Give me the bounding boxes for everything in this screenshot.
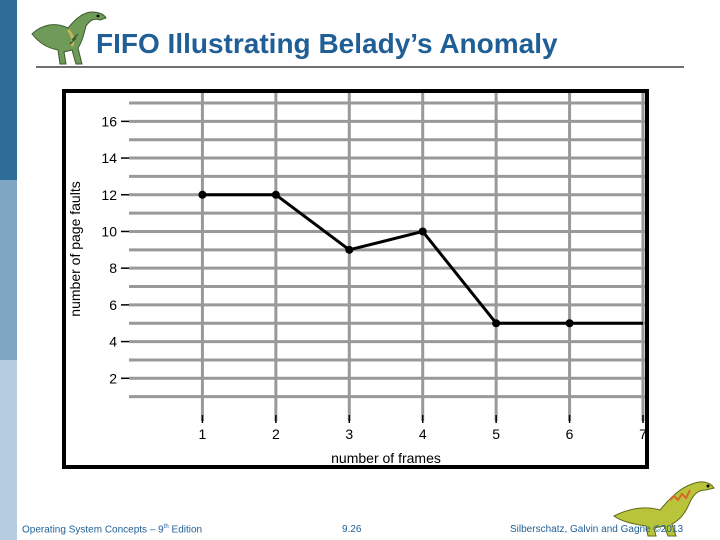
footer-edition-superscript: th	[163, 524, 169, 530]
data-point	[271, 190, 280, 199]
data-point	[418, 227, 427, 236]
dinosaur-icon	[613, 481, 715, 537]
x-tick-label: 5	[492, 426, 500, 442]
y-tick-label: 2	[109, 370, 117, 386]
footer-copyright: Silberschatz, Galvin and Gagne ©2013	[510, 524, 684, 535]
footer-edition-word: Edition	[168, 524, 203, 536]
x-tick-label: 2	[272, 426, 280, 442]
slide-title: FIFO Illustrating Belady’s Anomaly	[96, 28, 558, 59]
y-tick-label: 12	[101, 187, 117, 203]
x-tick-label: 4	[419, 426, 427, 442]
data-point	[345, 245, 354, 254]
y-axis-label: number of page faults	[67, 181, 83, 316]
sidebar-band-dark	[0, 0, 17, 180]
data-point	[565, 319, 574, 328]
sidebar-band-light	[0, 360, 17, 540]
sidebar-band-mid	[0, 180, 17, 360]
data-point	[492, 319, 501, 328]
y-tick-label: 14	[101, 150, 117, 166]
y-tick-label: 8	[109, 260, 117, 276]
data-point	[198, 190, 207, 199]
x-tick-label: 1	[199, 426, 207, 442]
y-tick-label: 10	[101, 223, 117, 239]
footer-book-title: Operating System Concepts – 9th Edition	[22, 524, 202, 535]
y-tick-label: 4	[109, 334, 117, 350]
x-tick-label: 3	[345, 426, 353, 442]
chart-area: 2 4 6 8 10 12 14 16 1 2 3 4 5 6 7 number of frames numbe…	[66, 93, 645, 465]
x-tick-label: 7	[639, 426, 645, 442]
y-tick-label: 6	[109, 297, 117, 313]
x-axis-label: number of frames	[331, 450, 441, 465]
dinosaur-icon	[31, 11, 107, 65]
chart-frame: 2 4 6 8 10 12 14 16 1 2 3 4 5 6 7 number of frames numbe…	[62, 89, 649, 469]
y-tick-label: 16	[101, 113, 117, 129]
footer-page-number: 9.26	[342, 524, 362, 535]
x-tick-label: 6	[566, 426, 574, 442]
footer-book-name: Operating System Concepts – 9	[22, 524, 164, 536]
title-underline	[36, 66, 684, 68]
